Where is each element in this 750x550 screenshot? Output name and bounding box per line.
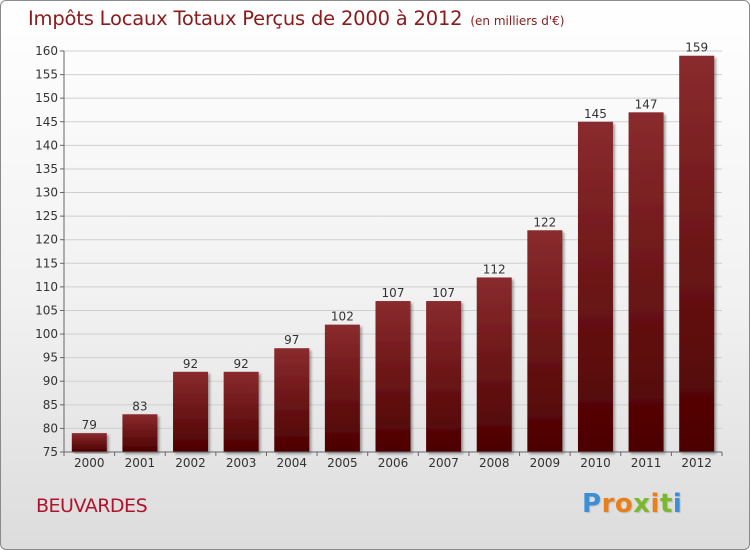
y-tick-label: 150	[35, 91, 58, 105]
bar-2011	[628, 112, 664, 453]
x-tick-label: 2000	[74, 456, 105, 470]
x-tick-label: 2005	[327, 456, 358, 470]
logo-letter: o	[614, 489, 634, 519]
proxiti-logo[interactable]: Proxiti	[582, 489, 682, 519]
x-tick-label: 2009	[530, 456, 561, 470]
x-tick-label: 2011	[631, 456, 662, 470]
data-label: 159	[685, 41, 708, 55]
data-label: 122	[533, 215, 556, 229]
x-tick-label: 2003	[226, 456, 257, 470]
data-label: 97	[284, 333, 299, 347]
y-tick-label: 160	[35, 44, 58, 58]
bar-2009	[527, 230, 563, 452]
data-label: 145	[584, 107, 607, 121]
data-label: 147	[635, 97, 658, 111]
y-tick-label: 145	[35, 115, 58, 129]
logo-letter: t	[659, 489, 673, 519]
bar-2005	[324, 324, 360, 452]
y-tick-label: 125	[35, 209, 58, 223]
logo-letter: r	[601, 489, 615, 519]
bars	[71, 55, 715, 453]
x-tick-label: 2004	[276, 456, 307, 470]
y-tick-label: 135	[35, 162, 58, 176]
data-label: 79	[82, 418, 97, 432]
logo-letter: i	[672, 489, 683, 519]
bar-2010	[577, 121, 613, 452]
y-tick-label: 80	[43, 421, 58, 435]
y-tick-label: 95	[43, 351, 58, 365]
data-label: 107	[432, 286, 455, 300]
bar-2001	[122, 414, 158, 452]
y-tick-label: 115	[35, 256, 58, 270]
data-label: 83	[132, 399, 147, 413]
y-tick-label: 90	[43, 374, 58, 388]
x-tick-label: 2001	[125, 456, 156, 470]
bar-2003	[223, 371, 259, 452]
logo-letter: P	[582, 489, 602, 519]
bar-2012	[679, 55, 715, 452]
y-tick-label: 110	[35, 280, 58, 294]
y-tick-labels: 75 80 85 90 95 100 105 110 115 120 125 130 135 140 145…	[35, 44, 64, 459]
bar-2008	[476, 277, 512, 452]
chart-title-group: Impôts Locaux Totaux Perçus de 2000 à 20…	[28, 7, 564, 30]
bar-2002	[173, 371, 209, 452]
logo-letter: x	[633, 489, 651, 519]
bar-2007	[426, 301, 462, 452]
data-label: 92	[183, 357, 198, 371]
data-labels: 79 83 92 92 97 102 107 107 112 122 145 147 159	[82, 41, 708, 432]
logo-letter: i	[650, 489, 660, 519]
y-tick-label: 105	[35, 303, 58, 317]
y-tick-label: 155	[35, 68, 58, 82]
y-tick-label: 75	[43, 445, 58, 459]
data-label: 107	[382, 286, 405, 300]
chart-unit: (en milliers d'€)	[470, 14, 565, 28]
x-tick-labels: 2000 2001 2002 2003 2004 2005 2006 2007 2008 2009…	[63, 452, 723, 470]
x-tick-label: 2010	[580, 456, 611, 470]
y-tick-label: 85	[43, 398, 58, 412]
y-tick-label: 120	[35, 233, 58, 247]
data-label: 102	[331, 310, 354, 324]
chart-title: Impôts Locaux Totaux Perçus de 2000 à 20…	[28, 7, 463, 30]
x-tick-label: 2006	[378, 456, 409, 470]
data-label: 112	[483, 262, 506, 276]
x-tick-label: 2002	[175, 456, 206, 470]
axes	[63, 51, 722, 453]
x-tick-label: 2007	[428, 456, 459, 470]
bar-2004	[274, 348, 310, 452]
y-tick-label: 100	[35, 327, 58, 341]
x-tick-label: 2008	[479, 456, 510, 470]
x-tick-label: 2012	[681, 456, 712, 470]
bar-2006	[375, 301, 411, 452]
bar-2000	[71, 433, 107, 452]
commune-name: BEUVARDES	[36, 495, 148, 517]
y-tick-label: 140	[35, 138, 58, 152]
y-tick-label: 130	[35, 186, 58, 200]
data-label: 92	[234, 357, 249, 371]
